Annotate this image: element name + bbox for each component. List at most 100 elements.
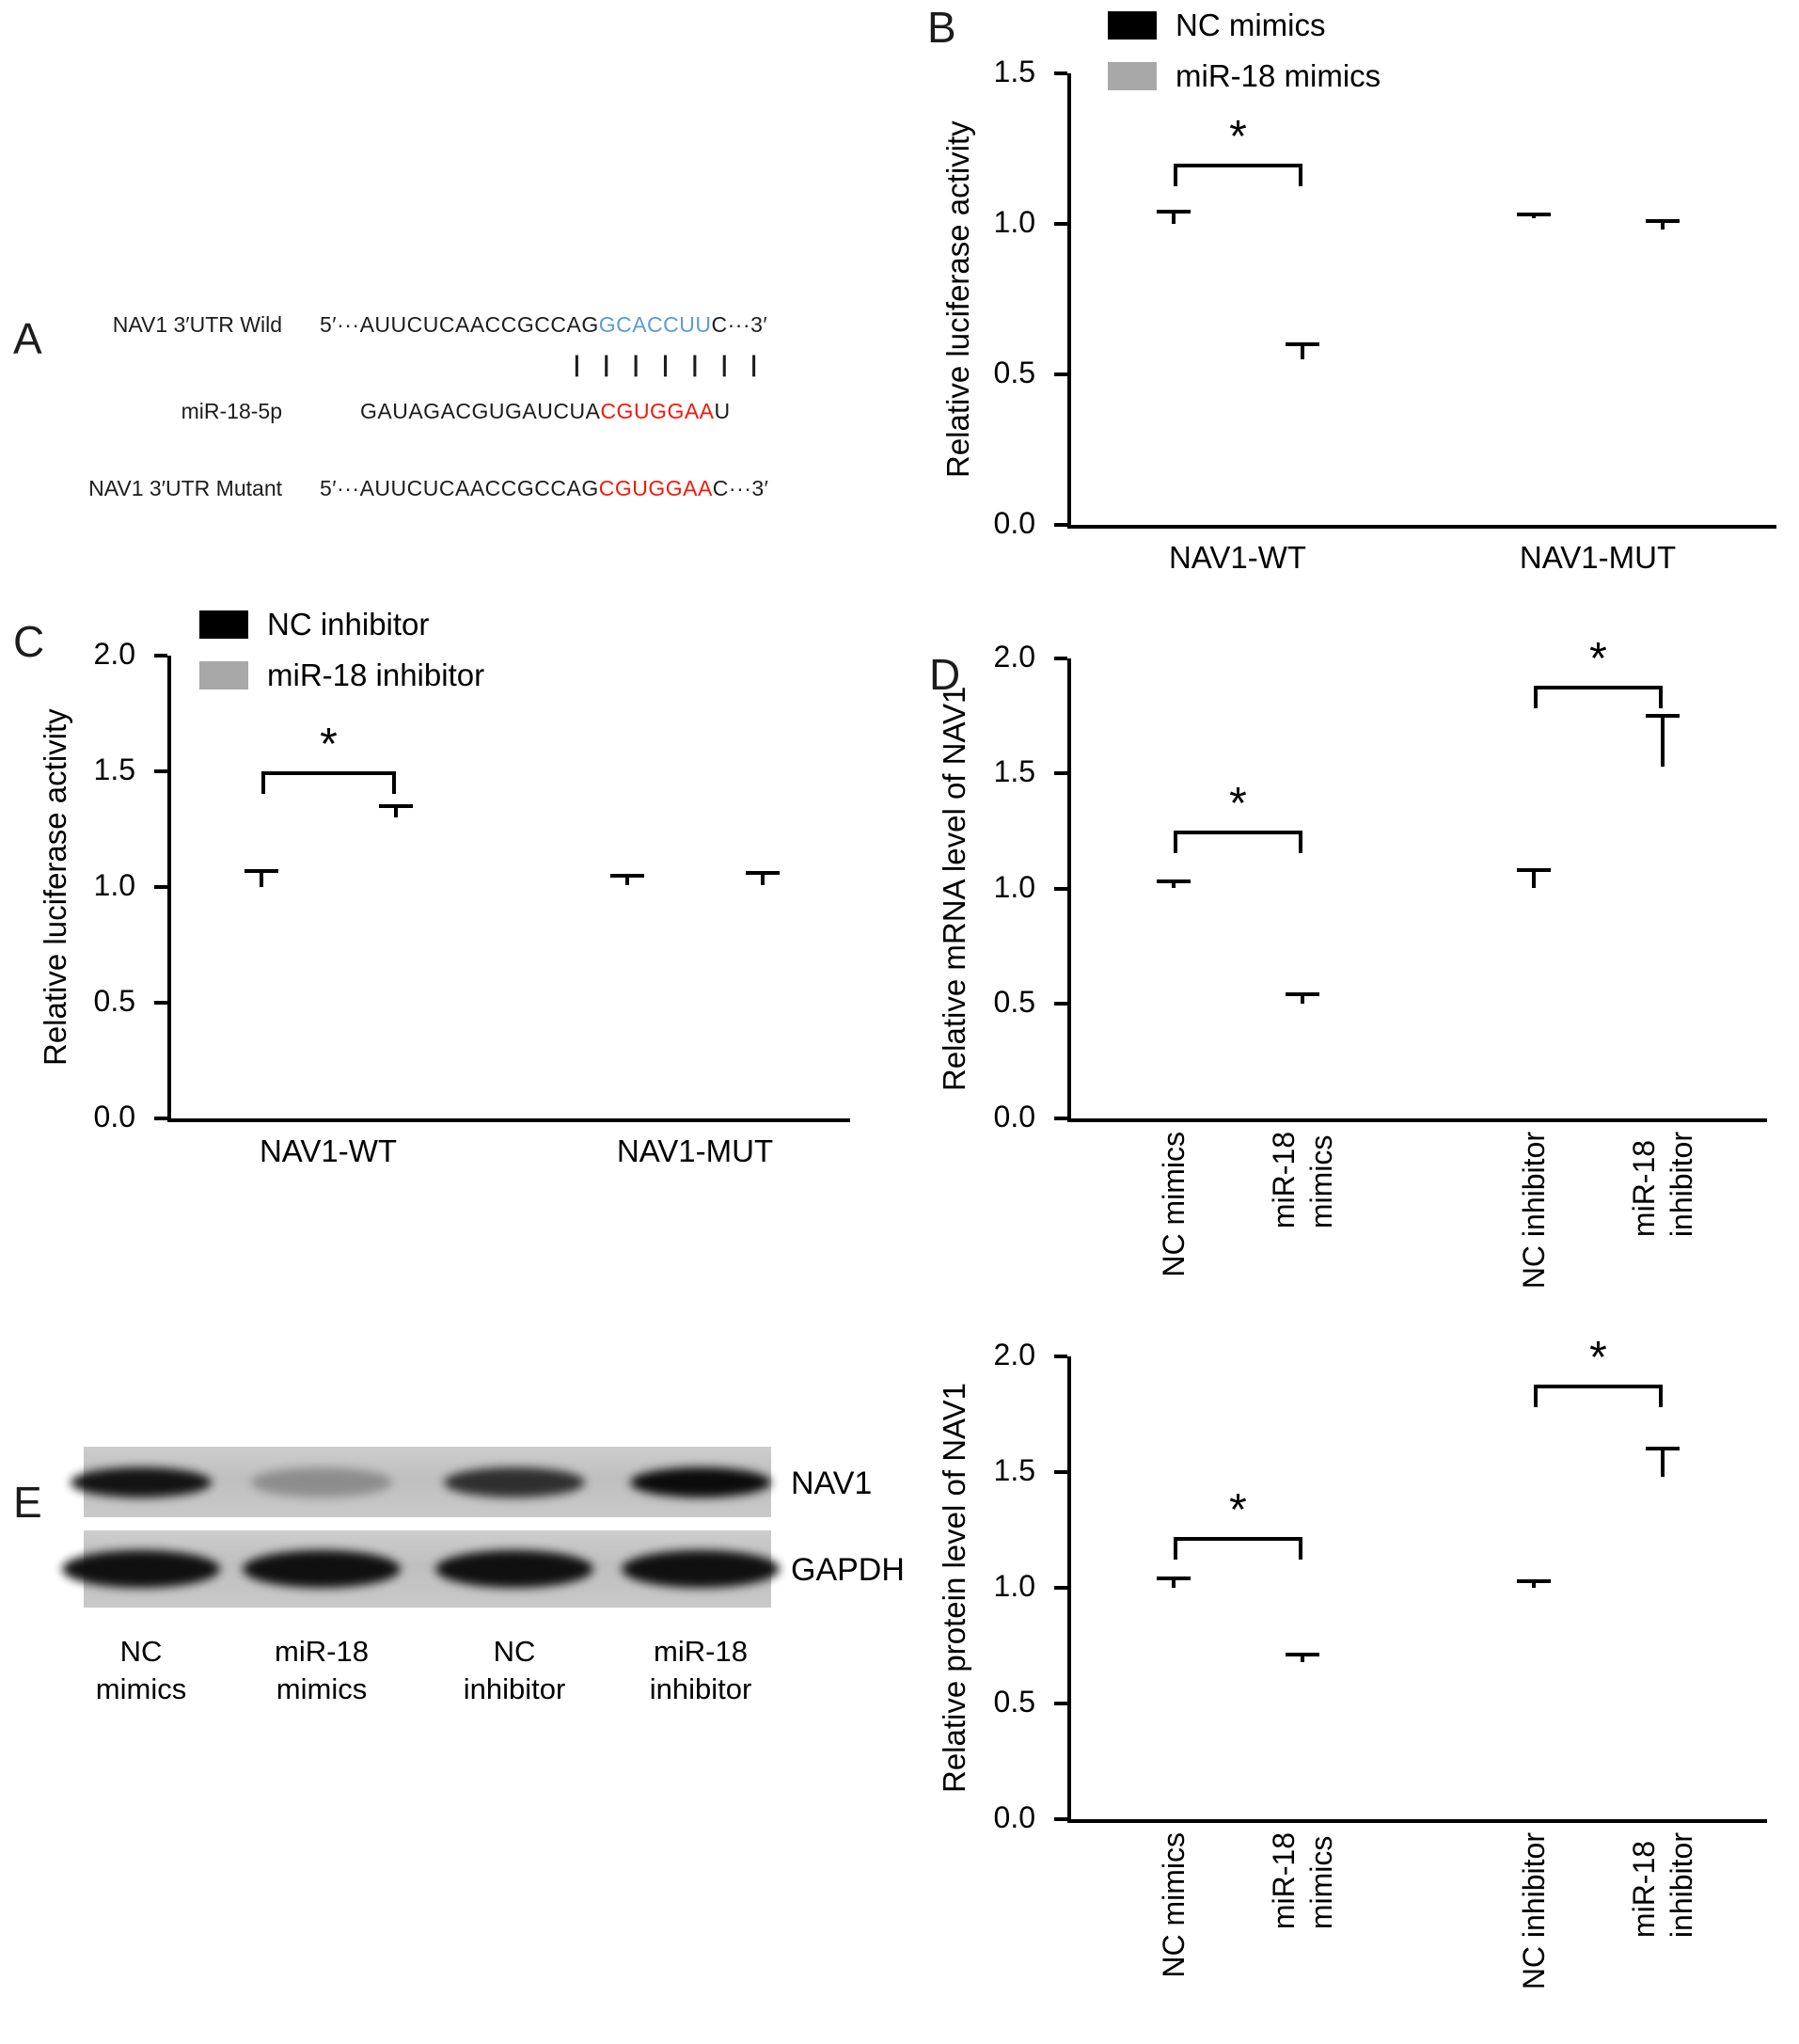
- blot-row-label-gapdh: GAPDH: [791, 1552, 905, 1588]
- y-tick: [1054, 886, 1067, 891]
- blot-band: [444, 1467, 585, 1497]
- y-tick: [1054, 1355, 1067, 1358]
- y-tick: [1054, 1702, 1067, 1705]
- error-bar: [1661, 1449, 1665, 1477]
- y-axis-label: Relative luciferase activity: [38, 708, 72, 1066]
- error-bar-cap: [379, 803, 413, 808]
- y-tick-label: 1.5: [993, 55, 1035, 88]
- y-tick-label: 0.5: [993, 1685, 1035, 1719]
- significance-asterisk: *: [1229, 1484, 1247, 1535]
- blot-band: [251, 1467, 392, 1497]
- significance-bracket: [1534, 1384, 1663, 1407]
- category-label: NC inhibitor: [1517, 1832, 1551, 1990]
- panel-b-plot-area: 0.0 0.5 1.0 1.5 * NAV1-WT NAV1-MUT: [994, 55, 1776, 575]
- y-tick-label: 1.5: [993, 754, 1035, 789]
- category-label: miR-18 inhibitor: [1627, 1832, 1698, 1939]
- blot-band: [435, 1550, 593, 1588]
- blot-band: [630, 1467, 771, 1497]
- seq-highlight: GCACCUU: [598, 312, 712, 337]
- error-bar-cap: [1286, 1653, 1319, 1657]
- blot-band: [62, 1550, 220, 1588]
- panel-d: D Relative mRNA level of NAV1 0.0 0.5 1.0 1…: [903, 616, 1799, 1439]
- sequence-row-text: 5′···AUUCUCAACCGCCAGCGUGGAAC···3′: [320, 476, 769, 501]
- significance-bracket: [1174, 164, 1302, 186]
- error-bar-cap: [1646, 714, 1680, 719]
- y-tick: [154, 654, 167, 658]
- seq-prefix: 5′···AUUCUCAACCGCCAG: [320, 476, 599, 500]
- error-bar-cap: [1646, 1447, 1680, 1451]
- significance-asterisk: *: [1589, 1332, 1607, 1383]
- seq-prefix: 5′···AUUCUCAACCGCCAG: [320, 312, 599, 337]
- panel-protein-chart: Relative protein level of NAV1 0.0 0.5 1.0…: [903, 1331, 1799, 2044]
- lane-label: NC mimics: [95, 1635, 187, 1706]
- sequence-row-name: NAV1 3′UTR Mutant: [88, 476, 282, 500]
- legend-label: NC mimics: [1176, 8, 1326, 42]
- significance-asterisk: *: [1589, 634, 1607, 685]
- error-bar-cap: [1517, 1578, 1551, 1583]
- significance-bracket: [1174, 1536, 1302, 1560]
- significance-asterisk: *: [320, 720, 338, 769]
- sequence-row-name: miR-18-5p: [181, 399, 282, 423]
- blot-band: [243, 1550, 401, 1588]
- legend-item: miR-18 inhibitor: [199, 658, 484, 693]
- error-bar-cap: [1157, 1577, 1191, 1581]
- y-tick-label: 1.0: [93, 868, 135, 902]
- category-label: NC mimics: [1157, 1132, 1191, 1277]
- seq-highlight: CGUGGAA: [598, 476, 713, 500]
- category-label: NAV1-MUT: [616, 1133, 774, 1168]
- legend-swatch: [1108, 11, 1157, 40]
- error-bar-cap: [610, 873, 644, 878]
- legend-item: NC inhibitor: [199, 607, 484, 642]
- y-tick: [1054, 1117, 1067, 1120]
- significance-bracket: [1534, 686, 1663, 709]
- y-tick-label: 2.0: [93, 637, 135, 671]
- y-tick-label: 1.0: [993, 1569, 1035, 1603]
- y-tick: [154, 1001, 167, 1005]
- y-tick: [1054, 71, 1067, 75]
- y-axis-label: Relative mRNA level of NAV1: [937, 686, 971, 1091]
- error-bar: [1301, 344, 1304, 359]
- error-bar-cap: [245, 868, 278, 873]
- sequence-row-text: 5′···AUUCUCAACCGCCAGGCACCUUC···3′: [320, 312, 767, 338]
- error-bar-cap: [746, 871, 780, 876]
- panel-c: C NC inhibitor miR-18 inhibitor Relative…: [0, 602, 903, 1260]
- significance-asterisk: *: [1229, 112, 1247, 162]
- y-tick: [1054, 1586, 1067, 1590]
- y-tick: [1054, 1001, 1067, 1006]
- lane-label: miR-18 inhibitor: [649, 1635, 752, 1706]
- y-tick: [1054, 1817, 1067, 1821]
- error-bar: [1661, 716, 1665, 767]
- category-label: NC mimics: [1157, 1832, 1191, 1978]
- legend-label: NC inhibitor: [267, 607, 430, 642]
- blot-strip-nav1: [71, 1447, 771, 1517]
- y-tick-label: 1.0: [993, 205, 1035, 239]
- panel-c-label: C: [13, 617, 45, 666]
- panel-e-label: E: [13, 1478, 42, 1527]
- y-tick: [1054, 222, 1067, 226]
- error-bar: [1172, 212, 1176, 224]
- error-bar-cap: [1646, 218, 1680, 223]
- blot-band: [622, 1550, 780, 1588]
- category-label: NAV1-WT: [1168, 540, 1307, 575]
- y-tick-label: 1.0: [993, 869, 1035, 904]
- error-bar-cap: [1286, 342, 1319, 346]
- category-label: NAV1-WT: [259, 1133, 398, 1168]
- panel-b-label: B: [927, 3, 956, 52]
- y-tick-label: 2.0: [993, 1338, 1035, 1371]
- legend-swatch: [199, 661, 248, 689]
- blot-strip-gapdh: [62, 1530, 780, 1608]
- error-bar: [761, 873, 765, 885]
- error-bar: [1661, 220, 1665, 230]
- error-bar: [1301, 1655, 1304, 1662]
- lane-label: miR-18 mimics: [275, 1635, 369, 1706]
- significance-bracket: [1174, 831, 1302, 854]
- panel-protein-plot-area: 0.0 0.5 1.0 1.5 2.0 * * NC mimics miR-18 mimics N…: [994, 1333, 1767, 1989]
- category-label: NAV1-MUT: [1519, 540, 1677, 575]
- sequence-row-text: GAUAGACGUGAUCUACGUGGAAU: [360, 399, 731, 424]
- y-tick: [1054, 657, 1067, 660]
- category-label: miR-18 mimics: [1267, 1132, 1338, 1229]
- legend-item: miR-18 mimics: [1108, 58, 1381, 94]
- blot-band: [71, 1467, 212, 1497]
- y-tick-label: 0.0: [993, 1100, 1035, 1133]
- error-bar-cap: [1157, 210, 1191, 214]
